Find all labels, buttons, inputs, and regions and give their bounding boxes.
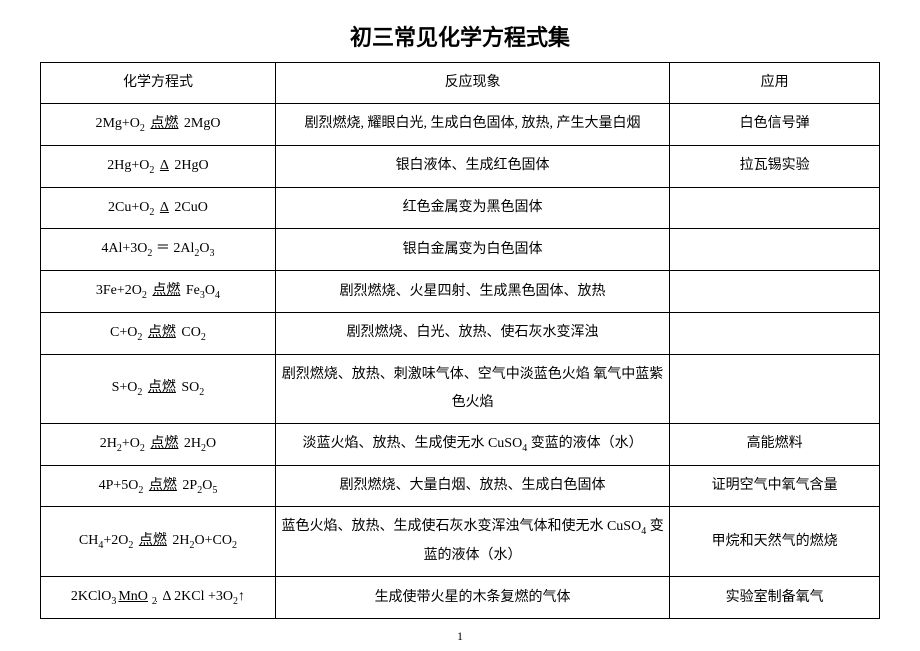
table-row: S+O2 点燃 SO2剧烈燃烧、放热、刺激味气体、空气中淡蓝色火焰 氧气中蓝紫色… (41, 354, 880, 423)
equation-cell: 2KClO3MnO2 Δ 2KCl +3O2↑ (41, 577, 276, 619)
phenomenon-cell: 剧烈燃烧、火星四射、生成黑色固体、放热 (275, 271, 669, 313)
application-cell: 证明空气中氧气含量 (670, 465, 880, 507)
equation-cell: 4P+5O2 点燃 2P2O5 (41, 465, 276, 507)
application-cell (670, 271, 880, 313)
table-row: 2Hg+O2 Δ 2HgO银白液体、生成红色固体拉瓦锡实验 (41, 145, 880, 187)
application-cell: 高能燃料 (670, 423, 880, 465)
application-cell: 实验室制备氧气 (670, 577, 880, 619)
phenomenon-cell: 生成使带火星的木条复燃的气体 (275, 577, 669, 619)
equation-cell: 2Hg+O2 Δ 2HgO (41, 145, 276, 187)
phenomenon-cell: 剧烈燃烧, 耀眼白光, 生成白色固体, 放热, 产生大量白烟 (275, 104, 669, 146)
application-cell (670, 229, 880, 271)
table-row: C+O2 点燃 CO2剧烈燃烧、白光、放热、使石灰水变浑浊 (41, 312, 880, 354)
application-cell: 拉瓦锡实验 (670, 145, 880, 187)
table-row: 2Mg+O2 点燃 2MgO剧烈燃烧, 耀眼白光, 生成白色固体, 放热, 产生… (41, 104, 880, 146)
phenomenon-cell: 淡蓝火焰、放热、生成使无水 CuSO4 变蓝的液体（水） (275, 423, 669, 465)
page-number: 1 (40, 629, 880, 644)
phenomenon-cell: 剧烈燃烧、大量白烟、放热、生成白色固体 (275, 465, 669, 507)
phenomenon-cell: 剧烈燃烧、白光、放热、使石灰水变浑浊 (275, 312, 669, 354)
table-row: 4Al+3O2 ＝ 2Al2O3银白金属变为白色固体 (41, 229, 880, 271)
table-row: 2H2+O2 点燃 2H2O淡蓝火焰、放热、生成使无水 CuSO4 变蓝的液体（… (41, 423, 880, 465)
application-cell (670, 354, 880, 423)
table-row: CH4+2O2 点燃 2H2O+CO2蓝色火焰、放热、生成使石灰水变浑浊气体和使… (41, 507, 880, 577)
phenomenon-cell: 剧烈燃烧、放热、刺激味气体、空气中淡蓝色火焰 氧气中蓝紫色火焰 (275, 354, 669, 423)
table-row: 2Cu+O2 Δ 2CuO红色金属变为黑色固体 (41, 187, 880, 229)
equation-cell: S+O2 点燃 SO2 (41, 354, 276, 423)
document-title: 初三常见化学方程式集 (40, 20, 880, 52)
phenomenon-cell: 蓝色火焰、放热、生成使石灰水变浑浊气体和使无水 CuSO4 变蓝的液体（水） (275, 507, 669, 577)
phenomenon-cell: 银白金属变为白色固体 (275, 229, 669, 271)
equation-cell: C+O2 点燃 CO2 (41, 312, 276, 354)
table-row: 3Fe+2O2 点燃 Fe3O4剧烈燃烧、火星四射、生成黑色固体、放热 (41, 271, 880, 313)
phenomenon-cell: 银白液体、生成红色固体 (275, 145, 669, 187)
equation-cell: CH4+2O2 点燃 2H2O+CO2 (41, 507, 276, 577)
equation-cell: 3Fe+2O2 点燃 Fe3O4 (41, 271, 276, 313)
table-header-cell: 应用 (670, 63, 880, 104)
application-cell (670, 187, 880, 229)
equation-cell: 2H2+O2 点燃 2H2O (41, 423, 276, 465)
equation-cell: 4Al+3O2 ＝ 2Al2O3 (41, 229, 276, 271)
application-cell: 白色信号弹 (670, 104, 880, 146)
table-row: 4P+5O2 点燃 2P2O5剧烈燃烧、大量白烟、放热、生成白色固体证明空气中氧… (41, 465, 880, 507)
equation-cell: 2Cu+O2 Δ 2CuO (41, 187, 276, 229)
equation-cell: 2Mg+O2 点燃 2MgO (41, 104, 276, 146)
equation-table: 化学方程式反应现象应用2Mg+O2 点燃 2MgO剧烈燃烧, 耀眼白光, 生成白… (40, 62, 880, 619)
phenomenon-cell: 红色金属变为黑色固体 (275, 187, 669, 229)
table-row: 2KClO3MnO2 Δ 2KCl +3O2↑生成使带火星的木条复燃的气体实验室… (41, 577, 880, 619)
application-cell: 甲烷和天然气的燃烧 (670, 507, 880, 577)
table-header-cell: 反应现象 (275, 63, 669, 104)
application-cell (670, 312, 880, 354)
table-header-cell: 化学方程式 (41, 63, 276, 104)
